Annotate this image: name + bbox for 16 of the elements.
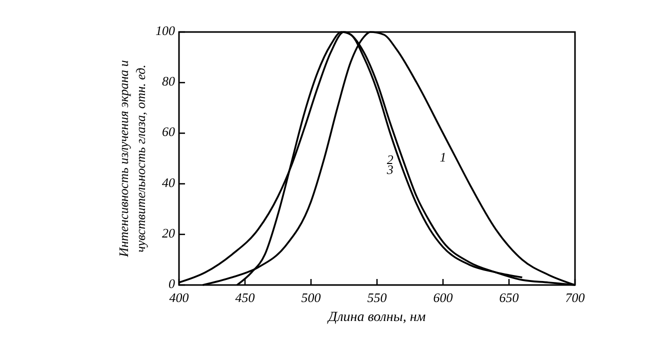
- y-tick-label: 100: [156, 22, 176, 38]
- x-tick-label: 700: [565, 290, 586, 305]
- x-tick-label: 650: [499, 290, 520, 305]
- y-tick-label: 80: [162, 74, 176, 89]
- series-label: 1: [440, 149, 446, 164]
- x-axis-title: Длина волны, нм: [326, 310, 426, 325]
- y-tick-label: 60: [162, 124, 176, 140]
- y-axis-title: Интенсивность излучения экрана и чувствительность глаза, отн. ед.: [116, 60, 148, 258]
- x-tick-label: 450: [235, 290, 256, 305]
- y-tick-label: 0: [168, 276, 176, 291]
- y-tick-label: 20: [162, 225, 176, 240]
- x-tick-label: 550: [367, 290, 388, 305]
- y-tick-label: 40: [162, 174, 176, 190]
- x-tick-label: 400: [169, 290, 190, 305]
- x-tick-label: 500: [301, 290, 322, 305]
- x-tick-label: 600: [433, 290, 454, 305]
